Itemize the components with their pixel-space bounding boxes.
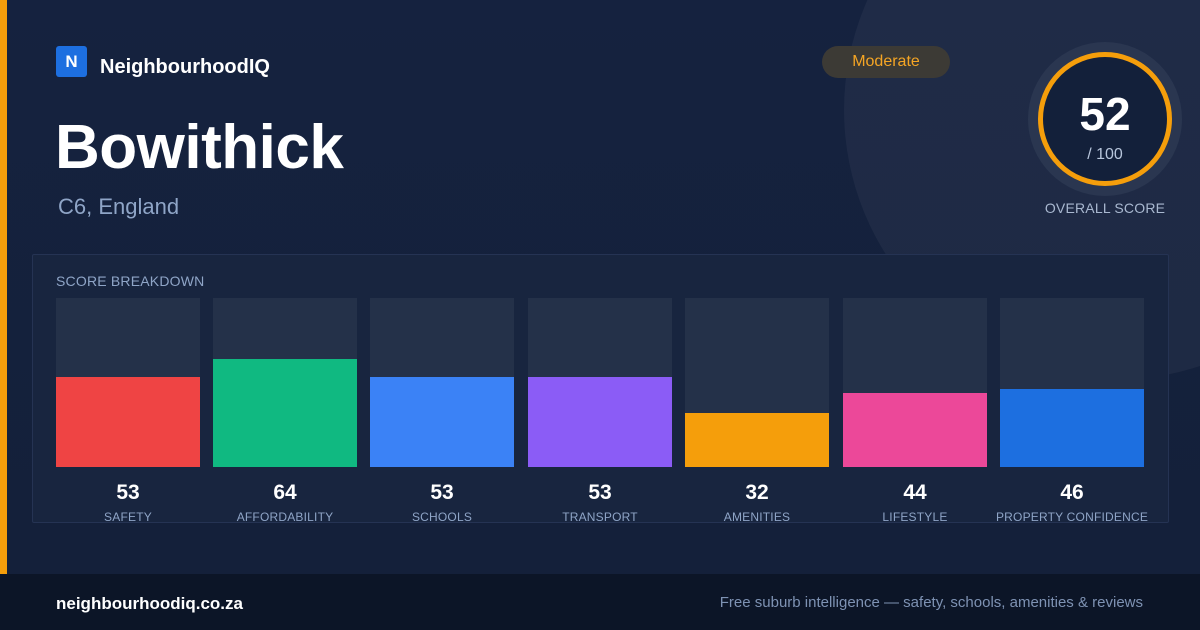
overall-score-value: 52: [1079, 88, 1131, 140]
bar-track: [370, 298, 514, 467]
bar-label: SCHOOLS: [411, 510, 473, 524]
bar-value: 53: [430, 481, 454, 504]
bar-fill-affordability: [213, 358, 357, 467]
score-bar-transport: 53 TRANSPORT: [528, 298, 672, 524]
footer-tagline: Free suburb intelligence — safety, schoo…: [719, 594, 1143, 611]
accent-bar: [0, 0, 7, 574]
bar-fill-lifestyle: [843, 392, 987, 467]
bar-value: 32: [745, 481, 769, 504]
overall-score-label: OVERALL SCORE: [1044, 200, 1166, 216]
bar-track: [843, 298, 987, 467]
bar-track: [528, 298, 672, 467]
bar-track: [685, 298, 829, 467]
bar-label: TRANSPORT: [562, 510, 638, 524]
overall-score-ring: 52 / 100: [1028, 42, 1182, 196]
score-breakdown-title: SCORE BREAKDOWN: [56, 273, 205, 289]
bar-fill-schools: [370, 377, 514, 467]
brand-logo-icon: N: [56, 46, 87, 77]
brand-name: NeighbourhoodIQ: [100, 55, 270, 78]
bar-value: 64: [273, 481, 297, 504]
bar-value: 46: [1060, 481, 1084, 504]
bar-label: AMENITIES: [723, 510, 791, 524]
rating-badge: Moderate: [822, 46, 950, 78]
footer-site-link[interactable]: neighbourhoodiq.co.za: [56, 594, 243, 613]
page-title: Bowithick: [55, 113, 344, 182]
bar-fill-amenities: [685, 412, 829, 467]
score-bar-affordability: 64 AFFORDABILITY: [213, 298, 357, 524]
bar-label: SAFETY: [104, 510, 152, 524]
score-breakdown-panel: SCORE BREAKDOWN 53 SAFETY 64 AFFORDABILI…: [32, 254, 1169, 524]
score-bar-property-confidence: 46 PROPERTY CONFIDENCE: [996, 298, 1148, 524]
overall-score-max: / 100: [1087, 146, 1123, 163]
bar-track: [1000, 298, 1144, 467]
bar-fill-property-confidence: [1000, 389, 1144, 467]
bar-label: LIFESTYLE: [882, 510, 948, 524]
bar-track: [213, 298, 357, 467]
score-bar-lifestyle: 44 LIFESTYLE: [843, 298, 987, 524]
score-bar-amenities: 32 AMENITIES: [685, 298, 829, 524]
bar-value: 53: [116, 481, 140, 504]
bar-value: 53: [588, 481, 612, 504]
score-ring-progress: 52 / 100: [1038, 52, 1172, 186]
score-bar-schools: 53 SCHOOLS: [370, 298, 514, 524]
bar-track: [56, 298, 200, 467]
bar-value: 44: [903, 481, 927, 504]
footer: neighbourhoodiq.co.za Free suburb intell…: [0, 574, 1200, 630]
brand[interactable]: N NeighbourhoodIQ: [56, 46, 270, 78]
score-bar-safety: 53 SAFETY: [56, 298, 200, 524]
bar-fill-safety: [56, 377, 200, 467]
bar-label: PROPERTY CONFIDENCE: [995, 510, 1149, 524]
bar-fill-transport: [528, 377, 672, 467]
location-region: C6, England: [58, 194, 180, 219]
bar-label: AFFORDABILITY: [236, 510, 334, 524]
